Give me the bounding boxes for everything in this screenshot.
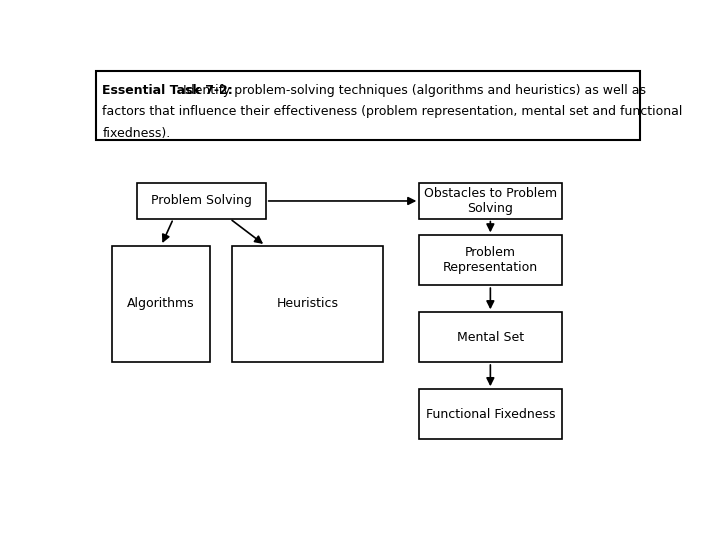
Bar	[419, 235, 562, 285]
Text: Identify problem-solving techniques (algorithms and heuristics) as well as: Identify problem-solving techniques (alg…	[179, 84, 647, 97]
Text: Problem Solving: Problem Solving	[151, 194, 252, 207]
Text: Problem
Representation: Problem Representation	[443, 246, 538, 274]
Bar	[419, 312, 562, 362]
Bar	[138, 183, 266, 219]
Text: Essential Task 7-2:: Essential Task 7-2:	[102, 84, 233, 97]
Text: Functional Fixedness: Functional Fixedness	[426, 408, 555, 421]
Bar	[96, 71, 639, 140]
Text: Algorithms: Algorithms	[127, 298, 195, 310]
Text: factors that influence their effectiveness (problem representation, mental set a: factors that influence their effectivene…	[102, 105, 683, 118]
Text: Obstacles to Problem
Solving: Obstacles to Problem Solving	[424, 187, 557, 215]
Bar	[419, 183, 562, 219]
Bar	[419, 389, 562, 439]
Bar	[233, 246, 383, 362]
Text: fixedness).: fixedness).	[102, 127, 171, 140]
Text: Mental Set: Mental Set	[456, 330, 524, 343]
Bar	[112, 246, 210, 362]
Text: Heuristics: Heuristics	[276, 298, 338, 310]
